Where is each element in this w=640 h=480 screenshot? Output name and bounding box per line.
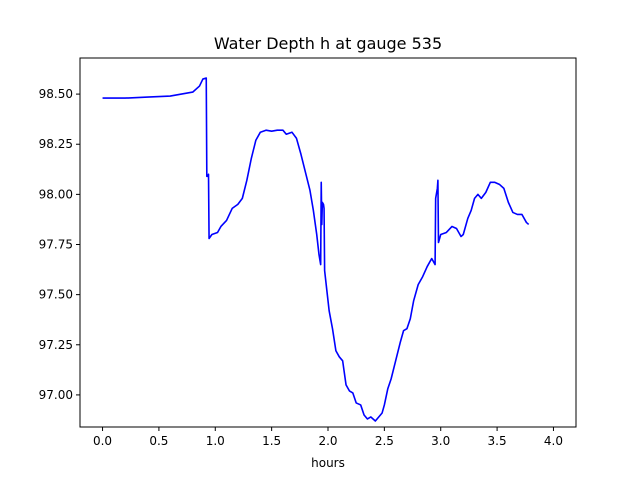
x-tick-label: 3.0	[431, 434, 450, 448]
y-tick-label: 97.50	[39, 288, 73, 302]
y-tick-label: 97.00	[39, 388, 73, 402]
y-tick-label: 98.00	[39, 187, 73, 201]
x-tick-label: 1.5	[262, 434, 281, 448]
y-tick-label: 98.25	[39, 137, 73, 151]
y-tick-label: 97.25	[39, 338, 73, 352]
axes-frame	[79, 57, 577, 428]
plot-area	[102, 77, 530, 422]
x-tick-label: 0.0	[93, 434, 112, 448]
x-axis: 0.0 0.5 1.0 1.5 2.0 2.5 3.0 3.5 4.0	[93, 427, 563, 448]
y-tick-label: 97.75	[39, 238, 73, 252]
x-tick-label: 2.0	[318, 434, 337, 448]
series-line-0	[102, 77, 530, 422]
x-tick-label: 4.0	[544, 434, 563, 448]
x-axis-label: hours	[311, 456, 345, 470]
x-tick-label: 2.5	[375, 434, 394, 448]
chart-title: Water Depth h at gauge 535	[214, 34, 442, 53]
x-tick-label: 3.5	[488, 434, 507, 448]
y-axis: 97.00 97.25 97.50 97.75 98.00 98.25 98.50	[39, 87, 80, 402]
x-tick-label: 0.5	[149, 434, 168, 448]
y-tick-label: 98.50	[39, 87, 73, 101]
x-tick-label: 1.0	[206, 434, 225, 448]
